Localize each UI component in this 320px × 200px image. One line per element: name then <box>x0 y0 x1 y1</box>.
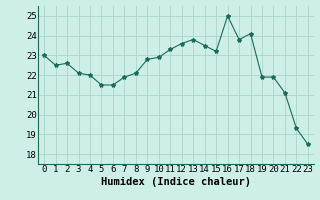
X-axis label: Humidex (Indice chaleur): Humidex (Indice chaleur) <box>101 177 251 187</box>
